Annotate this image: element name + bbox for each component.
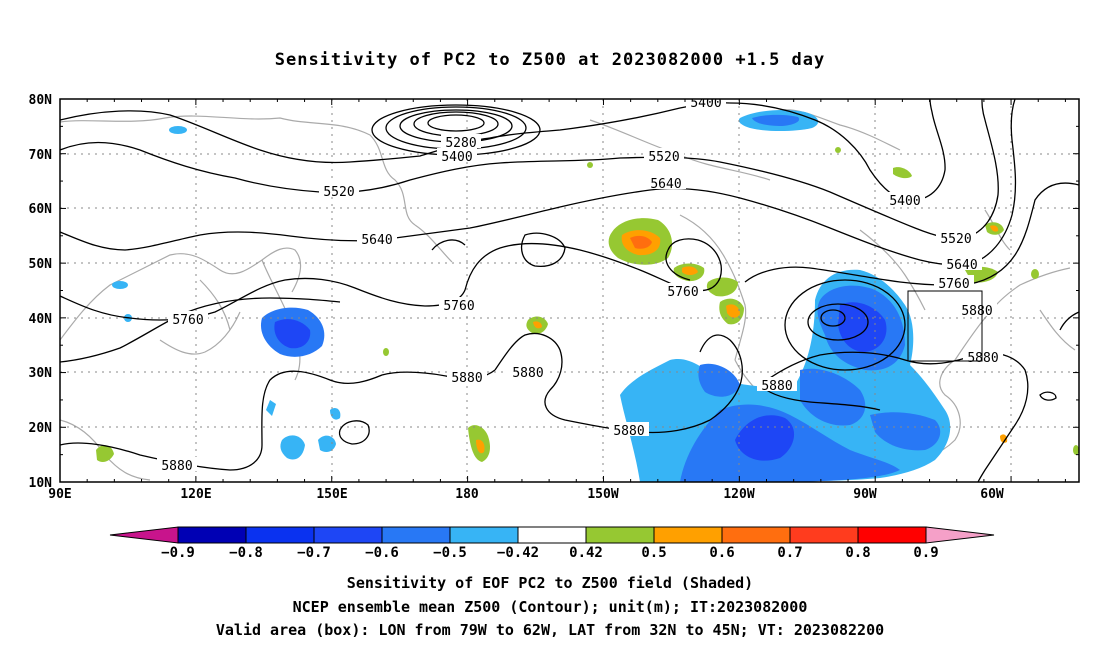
colorbar-tick-label: 0.8 (845, 545, 870, 561)
svg-text:5640: 5640 (650, 177, 681, 192)
lat-label: 70N (29, 148, 53, 163)
caption-shaded: Sensitivity of EOF PC2 to Z500 field (Sh… (346, 574, 754, 592)
contour-label: 5520 (644, 148, 684, 165)
colorbar-tick-label: 0.6 (709, 545, 734, 561)
contour-label: 5640 (357, 231, 397, 248)
colorbar-labels: −0.9 −0.8 −0.7 −0.6 −0.5 −0.42 0.42 0.5 0.6 0.7 0.… (161, 545, 939, 561)
colorbar-swatch (857, 526, 927, 544)
lat-label: 60N (29, 202, 53, 217)
z500-contours (60, 99, 1079, 482)
contour-label: 5520 (936, 230, 976, 247)
longitude-labels: 90E 120E 150E 180 150W 120W 90W 60W (48, 487, 1004, 502)
colorbar-tick-label: −0.5 (433, 545, 467, 561)
colorbar-tick-label: 0.9 (913, 545, 938, 561)
colorbar-high-triangle (925, 526, 995, 544)
svg-text:5520: 5520 (940, 232, 971, 247)
contour-label: 5880 (957, 302, 997, 319)
colorbar-tick-label: 0.7 (777, 545, 802, 561)
lon-label: 90W (853, 487, 877, 502)
colorbar-tick-label: −0.6 (365, 545, 399, 561)
svg-text:5400: 5400 (889, 194, 920, 209)
colorbar-swatch (245, 526, 315, 544)
colorbar-swatch (177, 526, 247, 544)
svg-text:5760: 5760 (938, 277, 969, 292)
colorbar-swatch (721, 526, 791, 544)
lon-label: 150E (316, 487, 347, 502)
contour-label: 5880 (508, 364, 548, 381)
contour-label: 5760 (934, 275, 974, 292)
contour-label: 5400 (885, 192, 925, 209)
contour-label: 5880 (609, 422, 649, 439)
contour-label: 5880 (963, 349, 1003, 366)
lon-label: 90E (48, 487, 71, 502)
lon-label: 180 (455, 487, 479, 502)
colorbar-tick-label: −0.8 (229, 545, 263, 561)
svg-text:5880: 5880 (161, 459, 192, 474)
svg-text:5880: 5880 (761, 379, 792, 394)
svg-text:5400: 5400 (441, 150, 472, 165)
colorbar-swatch (313, 526, 383, 544)
svg-text:5880: 5880 (967, 351, 998, 366)
lon-label: 120W (723, 487, 754, 502)
lat-label: 30N (29, 366, 53, 381)
svg-text:5760: 5760 (667, 285, 698, 300)
grid-lines (60, 99, 1079, 482)
axis-ticks (59, 98, 1079, 483)
contour-label: 5880 (157, 457, 197, 474)
lat-label: 40N (29, 312, 53, 327)
colorbar-swatch (653, 526, 723, 544)
svg-text:5880: 5880 (451, 371, 482, 386)
svg-text:5760: 5760 (443, 299, 474, 314)
contour-label: 5280 (441, 134, 481, 151)
contour-label: 5400 (437, 148, 477, 165)
contour-label: 5880 (757, 377, 797, 394)
lat-label: 10N (29, 476, 53, 491)
colorbar-swatch (449, 526, 519, 544)
contour-label: 5520 (319, 183, 359, 200)
colorbar-swatch (517, 526, 587, 544)
colorbar-swatch (789, 526, 859, 544)
colorbar-tick-label: −0.42 (497, 545, 539, 561)
contour-label: 5760 (663, 283, 703, 300)
caption-valid-area: Valid area (box): LON from 79W to 62W, L… (215, 621, 885, 639)
colorbar-swatch (381, 526, 451, 544)
colorbar-tick-label: 0.5 (641, 545, 666, 561)
colorbar-swatch (585, 526, 655, 544)
svg-text:5880: 5880 (613, 424, 644, 439)
svg-text:5880: 5880 (961, 304, 992, 319)
svg-text:5400: 5400 (690, 96, 721, 111)
svg-text:5640: 5640 (361, 233, 392, 248)
contour-label: 5400 (686, 96, 726, 111)
colorbar-tick-label: −0.9 (161, 545, 195, 561)
valid-area-box (907, 290, 983, 362)
lon-label: 60W (980, 487, 1004, 502)
colorbar-tick-label: −0.7 (297, 545, 331, 561)
colorbar (109, 526, 995, 544)
contour-label: 5880 (447, 369, 487, 386)
lon-label: 120E (180, 487, 211, 502)
lon-label: 150W (587, 487, 618, 502)
contour-label: 5760 (168, 311, 208, 328)
colorbar-low-triangle (109, 526, 179, 544)
lat-label: 20N (29, 421, 53, 436)
svg-text:5520: 5520 (648, 150, 679, 165)
svg-text:5280: 5280 (445, 136, 476, 151)
contour-label: 5640 (646, 175, 686, 192)
contour-label: 5640 (942, 256, 982, 273)
svg-text:5640: 5640 (946, 258, 977, 273)
contour-label: 5760 (439, 297, 479, 314)
colorbar-tick-label: 0.42 (569, 545, 603, 561)
latitude-labels: 80N 70N 60N 50N 40N 30N 20N 10N (29, 93, 53, 491)
lat-label: 80N (29, 93, 53, 108)
plot-title: Sensitivity of PC2 to Z500 at 2023082000… (274, 50, 826, 70)
svg-text:5760: 5760 (172, 313, 203, 328)
lat-label: 50N (29, 257, 53, 272)
caption-contour: NCEP ensemble mean Z500 (Contour); unit(… (292, 598, 808, 616)
svg-text:5520: 5520 (323, 185, 354, 200)
svg-text:5880: 5880 (512, 366, 543, 381)
